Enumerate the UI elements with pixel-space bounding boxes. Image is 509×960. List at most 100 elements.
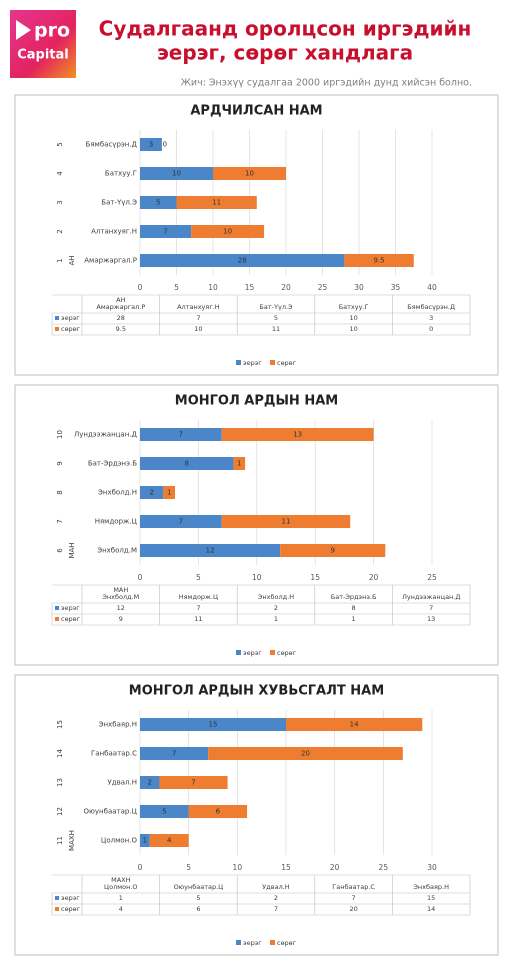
bar-segment [233, 457, 246, 470]
row-number: 14 [56, 749, 64, 758]
data-label: 7 [163, 228, 167, 236]
x-tick-label: 25 [379, 863, 389, 872]
bar-segment [221, 428, 374, 441]
data-label: 12 [206, 547, 215, 555]
table-header: Удвал.Н [262, 883, 289, 891]
category-label: Батхуу.Г [105, 170, 137, 178]
legend-swatch [236, 360, 241, 365]
x-tick-label: 0 [138, 863, 143, 872]
row-number: 7 [56, 519, 64, 523]
row-number: 3 [56, 200, 64, 204]
table-header: Бат-Үүл.Э [259, 303, 293, 311]
legend-swatch [270, 940, 275, 945]
x-tick-label: 35 [391, 283, 401, 292]
bar-segment [140, 805, 189, 818]
x-tick-label: 15 [310, 573, 320, 582]
page-title: эерэг, сөрөг хандлага [157, 41, 413, 65]
row-number: 11 [56, 836, 64, 845]
table-header: Энхболд.М [102, 593, 139, 601]
category-label: Лундээжанцан.Д [74, 431, 138, 439]
chart-title: МОНГОЛ АРДЫН НАМ [175, 394, 338, 409]
table-key [55, 617, 59, 621]
bar-segment [344, 254, 414, 267]
table-cell: 6 [196, 905, 200, 913]
x-tick-label: 10 [208, 283, 218, 292]
table-cell: 11 [272, 325, 280, 333]
data-label: 4 [167, 837, 172, 845]
row-number: 4 [56, 171, 64, 176]
bar-segment [140, 776, 160, 789]
category-label: Цолмон.О [101, 837, 138, 845]
data-label: 9 [330, 547, 334, 555]
chart-title: АРДЧИЛСАН НАМ [190, 104, 322, 119]
bar-segment [191, 225, 265, 238]
group-label: АН [68, 255, 76, 265]
data-label: 8 [184, 460, 188, 468]
table-cell: 5 [196, 894, 200, 902]
bar-segment [140, 167, 213, 180]
legend-swatch [270, 650, 275, 655]
table-header: Ганбаатар.С [332, 883, 375, 891]
logo-capital: Capital [17, 48, 69, 63]
x-tick-label: 25 [427, 573, 437, 582]
table-cell: 7 [429, 604, 433, 612]
data-label: 9.5 [374, 257, 385, 265]
table-cell: 9.5 [116, 325, 126, 333]
table-header: Оюунбаатар.Ц [174, 883, 224, 891]
table-cell: 2 [274, 604, 278, 612]
bar-segment [163, 486, 176, 499]
bar-segment [140, 515, 222, 528]
bar-segment [188, 805, 248, 818]
table-cell: 3 [429, 314, 433, 322]
data-label: 7 [179, 518, 183, 526]
data-label: 14 [350, 721, 359, 729]
data-label: 11 [212, 199, 221, 207]
x-tick-label: 20 [281, 283, 291, 292]
row-number: 15 [56, 720, 64, 729]
bar-segment [286, 718, 423, 731]
table-key [55, 896, 59, 900]
x-tick-label: 5 [174, 283, 179, 292]
bar-segment [140, 486, 164, 499]
x-tick-label: 0 [138, 283, 143, 292]
table-cell: 14 [427, 905, 435, 913]
table-cell: 13 [427, 615, 435, 623]
data-label: 20 [301, 750, 310, 758]
row-number: 13 [56, 778, 64, 787]
row-number: 8 [56, 490, 64, 494]
row-number: 5 [56, 142, 64, 146]
table-key [55, 907, 59, 911]
data-label: 5 [162, 808, 166, 816]
data-label: 10 [223, 228, 232, 236]
data-label: 15 [209, 721, 218, 729]
data-label: 1 [167, 489, 171, 497]
table-group-label: МАН [113, 586, 128, 594]
category-label: Алтанхуяг.Н [91, 228, 137, 236]
table-header: Батхуу.Г [339, 303, 369, 311]
bar-segment [140, 718, 286, 731]
data-label: 7 [179, 431, 183, 439]
legend-label: эерэг [243, 939, 262, 947]
table-header: Энхболд.Н [258, 593, 294, 601]
table-row-header: эерэг [61, 314, 80, 322]
table-cell: 15 [427, 894, 435, 902]
table-header: Цолмон.О [104, 883, 138, 891]
table-header: Бат-Эрдэнэ.Б [331, 593, 377, 601]
x-tick-label: 10 [252, 573, 262, 582]
group-label: МАХН [68, 830, 76, 851]
category-label: Амаржаргал.Р [84, 257, 137, 265]
x-tick-label: 0 [138, 573, 143, 582]
bar-segment [159, 776, 228, 789]
bar-segment [140, 254, 345, 267]
table-cell: 9 [119, 615, 123, 623]
table-cell: 10 [349, 314, 357, 322]
legend-swatch [270, 360, 275, 365]
x-tick-label: 40 [427, 283, 437, 292]
category-label: Энхболд.М [97, 547, 137, 555]
bar-segment [140, 225, 192, 238]
bar-segment [221, 515, 351, 528]
bar-segment [208, 747, 403, 760]
bar-segment [149, 834, 189, 847]
